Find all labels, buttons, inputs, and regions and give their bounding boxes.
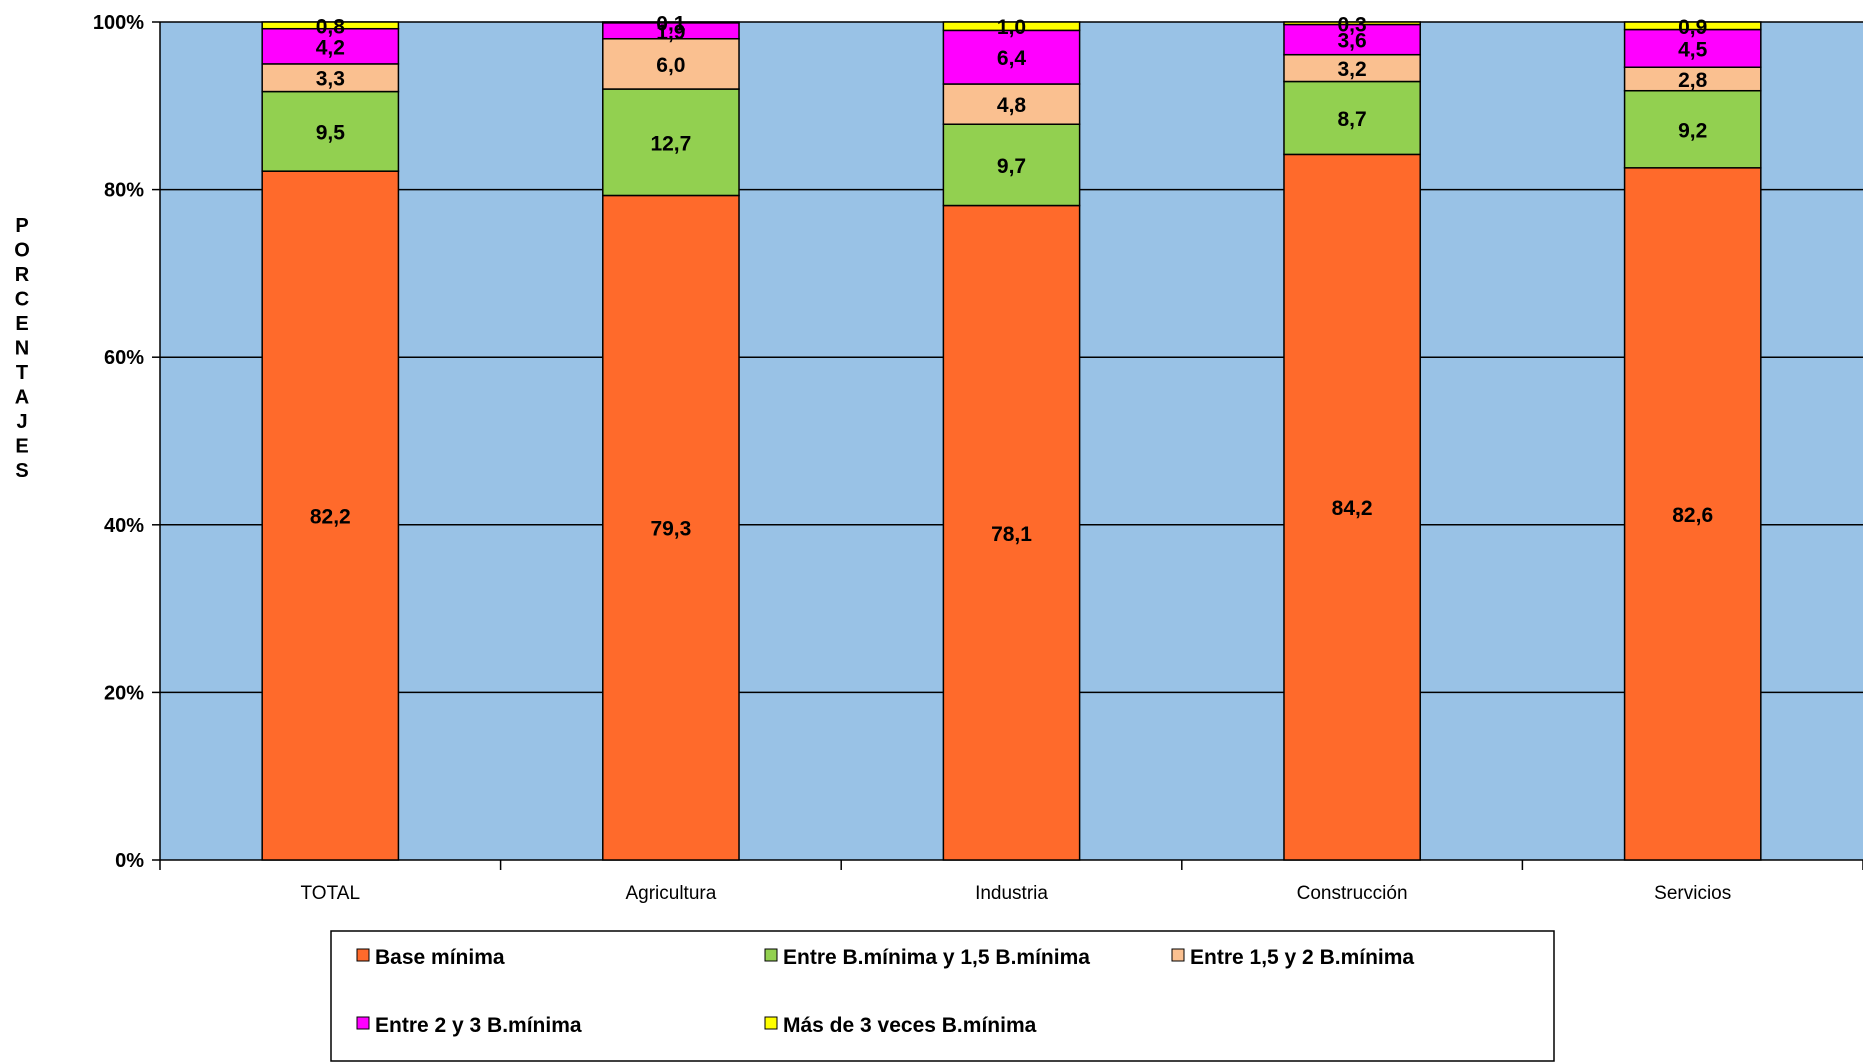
y-axis-title-letter: J (16, 411, 27, 433)
y-axis-title-letter: E (15, 436, 28, 458)
data-label: 2,8 (1678, 69, 1708, 92)
data-label: 4,8 (997, 94, 1027, 117)
data-label: 78,1 (991, 523, 1032, 546)
bar-segment (1283, 53, 1421, 83)
category-label: Construcción (1297, 883, 1408, 904)
y-axis-title-letter: P (15, 215, 28, 237)
legend-swatch (356, 1016, 370, 1030)
y-axis-title-letter: R (15, 264, 30, 286)
data-label: 84,2 (1332, 497, 1373, 520)
bar-segment (942, 204, 1081, 861)
data-labels: 82,2 9,5 3,3 4,20,8 79,3 12,7 6,0 1,90,1 78,1 9,7… (310, 12, 1713, 545)
data-label: 12,7 (650, 132, 691, 155)
bar-segment (1283, 21, 1421, 26)
data-label: 4,2 (316, 36, 345, 59)
data-label: 9,5 (316, 121, 346, 144)
bar-segment (261, 63, 400, 93)
y-tick-label: 20% (104, 682, 144, 704)
y-tick-label: 100% (93, 12, 144, 34)
category-label: Agricultura (625, 883, 716, 904)
category-label: TOTAL (301, 883, 360, 904)
data-label: 1,9 (656, 21, 685, 44)
data-label: 9,2 (1678, 119, 1707, 142)
bar-segment (602, 88, 740, 197)
data-label: 0,8 (316, 15, 346, 38)
legend-entry: Entre 1,5 y 2 B.mínima (1190, 946, 1414, 969)
bar-segment (602, 21, 740, 24)
bar-segment (602, 194, 740, 861)
bar-segment (1623, 167, 1762, 861)
legend-entry: Más de 3 veces B.mínima (783, 1014, 1037, 1037)
data-label: 82,6 (1672, 504, 1713, 527)
legend: Base mínima Entre B.mínima y 1,5 B.mínima… (330, 930, 1555, 1062)
data-label: 82,2 (310, 506, 351, 529)
data-label: 79,3 (650, 518, 691, 541)
y-axis-title-letter: C (15, 289, 29, 311)
axes: 0% 20% 40% 60% 80% 100% TOTAL Agricultura Indust… (93, 12, 1863, 904)
legend-entry: Base mínima (375, 946, 505, 969)
legend-swatch (764, 1016, 778, 1030)
data-label: 0,3 (1337, 13, 1366, 36)
y-tick-label: 40% (104, 515, 144, 537)
bar-segment (942, 21, 1081, 32)
y-axis-title-letter: A (15, 387, 29, 409)
data-label: 1,0 (997, 16, 1026, 39)
y-axis-title-letter: N (15, 338, 29, 360)
y-tick-label: 80% (104, 180, 144, 202)
bar-segment (1623, 21, 1762, 31)
data-label: 3,2 (1337, 58, 1366, 81)
y-axis-title-letter: T (16, 362, 28, 384)
category-label: Servicios (1654, 883, 1731, 904)
data-label: 6,4 (997, 47, 1027, 70)
bar-segment (602, 38, 740, 90)
legend-swatch (356, 948, 370, 962)
legend-entry: Entre B.mínima y 1,5 B.mínima (783, 946, 1090, 969)
legend-box (330, 930, 1555, 1062)
data-label: 3,3 (316, 68, 345, 91)
legend-swatch (1171, 948, 1185, 962)
bar-segment (1623, 89, 1762, 169)
y-axis-title-letter: E (15, 313, 28, 335)
data-label: 9,7 (997, 155, 1026, 178)
bars (261, 21, 1762, 861)
data-label: 0,1 (656, 12, 686, 35)
bar-segment (942, 83, 1081, 125)
y-axis-title-letter: O (14, 240, 30, 262)
data-label: 0,9 (1678, 16, 1707, 39)
bar-segment (261, 90, 400, 172)
legend-entry: Entre 2 y 3 B.mínima (375, 1014, 582, 1037)
y-axis-title-letter: S (15, 460, 28, 482)
data-label: 6,0 (656, 54, 685, 77)
data-label: 4,5 (1678, 38, 1708, 61)
data-label: 8,7 (1337, 108, 1366, 131)
y-tick-label: 60% (104, 347, 144, 369)
bar-segment (261, 21, 400, 30)
bar-segment (1283, 153, 1421, 861)
data-label: 3,6 (1337, 30, 1366, 53)
bar-segment (942, 29, 1081, 85)
bar-segment (261, 170, 400, 861)
category-label: Industria (975, 883, 1048, 904)
bar-segment (1623, 28, 1762, 69)
legend-swatch (764, 948, 778, 962)
y-tick-label: 0% (115, 850, 144, 872)
